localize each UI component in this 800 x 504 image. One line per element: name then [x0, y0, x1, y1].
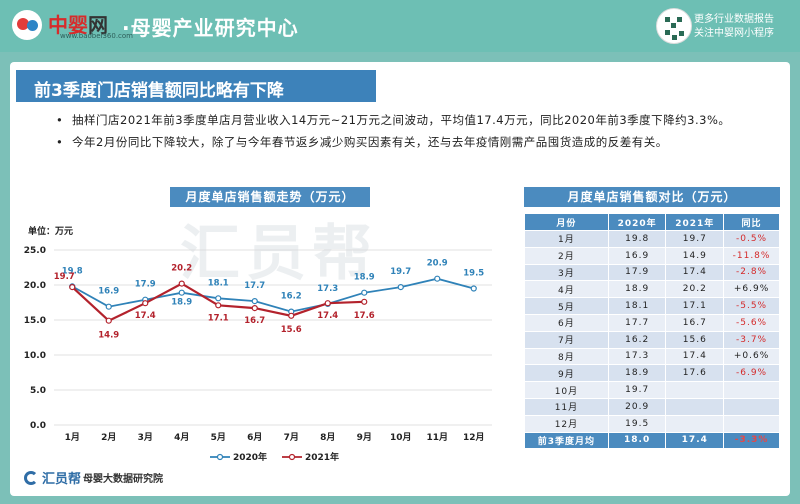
logo-url: www.baobei360.com — [60, 32, 134, 40]
table-row: 1月 19.8 19.7 -0.5% — [524, 230, 780, 248]
table-cell: 6月 — [524, 313, 609, 332]
table-cell: 18.9 — [607, 364, 667, 383]
comparison-table: 月份 2020年 2021年 同比 1月 19.8 19.7 -0.5% 2月 16.9 1… — [524, 213, 780, 450]
table-cell: 16.2 — [607, 330, 667, 349]
table-cell: 19.7 — [665, 230, 725, 248]
table-cell: 8月 — [524, 347, 609, 366]
header-promo-line2: 关注中婴网小程序 — [694, 28, 774, 39]
table-cell: -11.8% — [723, 246, 780, 265]
table-summary-row: 前3季度月均 18.0 17.4 -3.3% — [524, 431, 780, 450]
table-cell: +6.9% — [723, 280, 780, 299]
table-cell: 前3季度月均 — [524, 431, 609, 450]
header-bar: 中婴网 www.baobei360.com ·母婴产业研究中心 更多行业数据报告… — [0, 0, 800, 52]
table-cell — [723, 414, 780, 433]
brand-icon — [24, 470, 38, 485]
panel-title: 前3季度门店销售额同比略有下降 — [34, 81, 284, 101]
table-cell: 16.7 — [665, 313, 725, 332]
table-cell: 3月 — [524, 263, 609, 282]
table-cell: 18.0 — [607, 431, 667, 450]
table-cell: 5月 — [524, 297, 609, 315]
table-cell: 19.8 — [607, 230, 667, 248]
table-cell — [723, 397, 780, 416]
table-cell: -5.6% — [723, 313, 780, 332]
table-row: 6月 17.7 16.7 -5.6% — [524, 313, 780, 332]
table-row: 7月 16.2 15.6 -3.7% — [524, 330, 780, 349]
table-row: 10月 19.7 — [524, 381, 780, 399]
table-row: 9月 18.9 17.6 -6.9% — [524, 364, 780, 383]
table-cell — [665, 414, 725, 433]
table-cell: 16.9 — [607, 246, 667, 265]
table-cell: 12月 — [524, 414, 609, 433]
table-cell: 18.9 — [607, 280, 667, 299]
table-cell: 17.4 — [665, 431, 725, 450]
table-header-cell: 2020年 — [607, 213, 667, 231]
logo-text-tail: 网 — [88, 13, 108, 37]
table-cell: -5.5% — [723, 297, 780, 315]
table-cell: 10月 — [524, 381, 609, 399]
table-cell: 17.4 — [665, 347, 725, 366]
table-cell: +0.6% — [723, 347, 780, 366]
chart-section-title: 月度单店销售额走势（万元） — [170, 187, 370, 207]
table-header-cell: 2021年 — [665, 213, 725, 231]
table-cell: 17.6 — [665, 364, 725, 383]
table-row: 4月 18.9 20.2 +6.9% — [524, 280, 780, 299]
table-cell: 14.9 — [665, 246, 725, 265]
bullet-item: 抽样门店2021年前3季度单店月营业收入14万元~21万元之间波动，平均值17.… — [46, 112, 756, 128]
header-promo-line1: 更多行业数据报告 — [694, 14, 774, 25]
table-header-cell: 同比 — [723, 213, 780, 231]
table-cell: -2.8% — [723, 263, 780, 282]
table-cell — [665, 381, 725, 399]
table-cell: -6.9% — [723, 364, 780, 383]
footer-brand-name: 汇员帮 — [42, 472, 82, 487]
table-row: 3月 17.9 17.4 -2.8% — [524, 263, 780, 282]
footer-brand-sub: 母婴大数据研究院 — [83, 474, 164, 485]
table-row: 12月 19.5 — [524, 414, 780, 433]
table-cell: 17.3 — [607, 347, 667, 366]
table-cell: -0.5% — [723, 230, 780, 248]
table-cell: 11月 — [524, 397, 609, 416]
table-row: 2月 16.9 14.9 -11.8% — [524, 246, 780, 265]
table-header-cell: 月份 — [524, 213, 609, 231]
bullet-list: 抽样门店2021年前3季度单店月营业收入14万元~21万元之间波动，平均值17.… — [46, 112, 756, 156]
table-cell: 15.6 — [665, 330, 725, 349]
table-row: 8月 17.3 17.4 +0.6% — [524, 347, 780, 366]
site-logo[interactable]: 中婴网 — [12, 10, 108, 40]
table-cell: 17.4 — [665, 263, 725, 282]
table-cell: 20.2 — [665, 280, 725, 299]
table-cell — [723, 381, 780, 399]
table-cell: 19.7 — [607, 381, 667, 399]
table-cell: 2月 — [524, 246, 609, 265]
panel-title-bar: 前3季度门店销售额同比略有下降 — [16, 70, 376, 102]
table-cell: 18.1 — [607, 297, 667, 315]
table-cell: 7月 — [524, 330, 609, 349]
table-section-title: 月度单店销售额对比（万元） — [524, 187, 780, 207]
logo-icon — [12, 10, 42, 40]
table-cell: 19.5 — [607, 414, 667, 433]
qr-code-icon[interactable] — [656, 8, 692, 44]
table-cell — [665, 397, 725, 416]
table-cell: 17.1 — [665, 297, 725, 315]
table-cell: -3.7% — [723, 330, 780, 349]
table-header-row: 月份 2020年 2021年 同比 — [524, 213, 780, 231]
table-cell: 4月 — [524, 280, 609, 299]
table-row: 11月 20.9 — [524, 397, 780, 416]
table-cell: 17.9 — [607, 263, 667, 282]
table-cell: 17.7 — [607, 313, 667, 332]
bullet-item: 今年2月份同比下降较大，除了与今年春节返乡减少购买因素有关，还与去年疫情刚需产品… — [46, 134, 756, 150]
table-row: 5月 18.1 17.1 -5.5% — [524, 297, 780, 315]
table-cell: 1月 — [524, 230, 609, 248]
logo-text-main: 中婴 — [48, 13, 88, 37]
table-cell: 20.9 — [607, 397, 667, 416]
footer-brand: 汇员帮 母婴大数据研究院 — [24, 468, 163, 487]
header-title: ·母婴产业研究中心 — [122, 16, 299, 40]
table-cell: -3.3% — [723, 431, 780, 450]
watermark: 汇员帮 — [180, 219, 378, 289]
table-cell: 9月 — [524, 364, 609, 383]
